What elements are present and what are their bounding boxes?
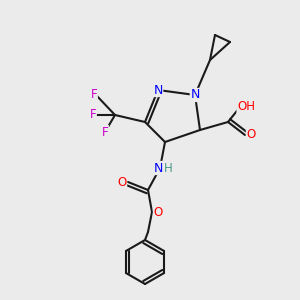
- Text: O: O: [117, 176, 127, 188]
- Text: N: N: [190, 88, 200, 101]
- Text: O: O: [153, 206, 163, 218]
- Text: F: F: [91, 88, 97, 101]
- Text: F: F: [102, 125, 108, 139]
- Text: N: N: [153, 83, 163, 97]
- Text: OH: OH: [237, 100, 255, 113]
- Text: N: N: [153, 161, 163, 175]
- Text: O: O: [246, 128, 256, 142]
- Text: H: H: [164, 161, 172, 175]
- Text: F: F: [90, 109, 96, 122]
